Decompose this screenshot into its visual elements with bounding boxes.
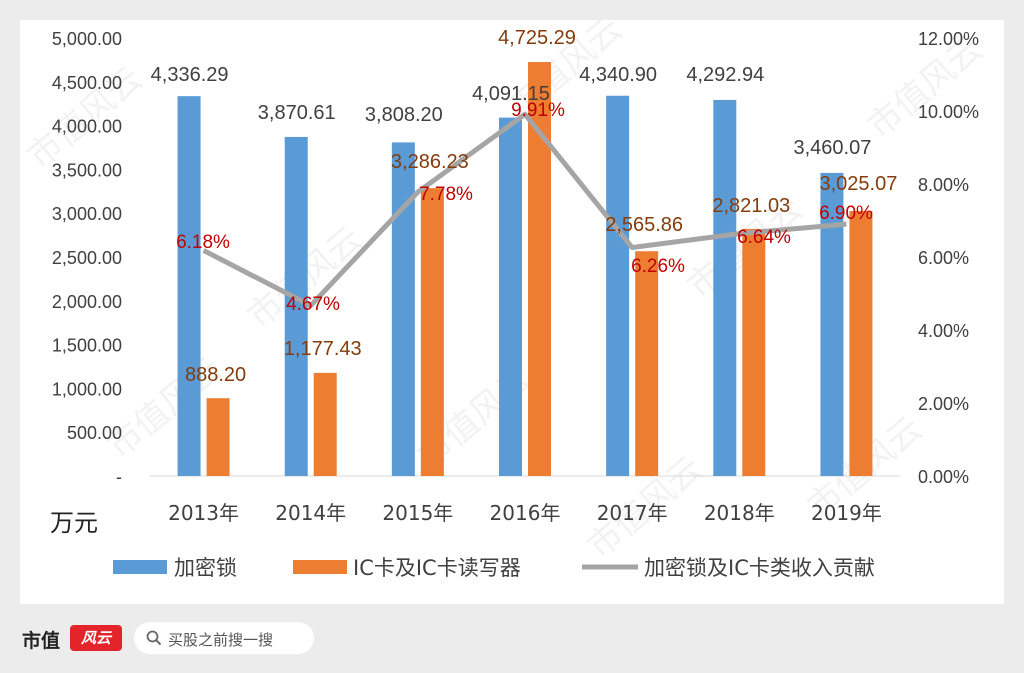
y-left-tick-label: 3,500.00 bbox=[52, 160, 122, 180]
legend-label-series-1: 加密锁 bbox=[174, 556, 237, 580]
bar-series-2 bbox=[420, 188, 444, 476]
bar-series-1-label: 3,808.20 bbox=[365, 104, 443, 126]
bar-series-1 bbox=[499, 117, 522, 476]
bar-series-1-label: 3,870.61 bbox=[258, 102, 336, 124]
bar-series-1 bbox=[820, 172, 844, 476]
search-box[interactable]: 买股之前搜一搜 bbox=[134, 622, 314, 654]
x-tick-label: 2014年 bbox=[275, 501, 346, 525]
y-left-tick-label: 2,500.00 bbox=[52, 248, 122, 268]
legend-label-series-2: IC卡及IC卡读写器 bbox=[353, 556, 521, 580]
y-left-tick-label: 4,000.00 bbox=[52, 117, 122, 137]
y-right-tick-label: 6.00% bbox=[918, 248, 969, 268]
search-placeholder: 买股之前搜一搜 bbox=[168, 631, 274, 649]
x-tick-label: 2013年 bbox=[168, 501, 239, 525]
search-icon bbox=[146, 630, 162, 646]
x-tick-label: 2019年 bbox=[811, 501, 882, 525]
legend-swatch-series-1 bbox=[113, 560, 167, 574]
bar-series-1 bbox=[391, 142, 415, 476]
y-right-tick-label: 4.00% bbox=[918, 321, 969, 341]
y-left-tick-label: 500.00 bbox=[67, 423, 122, 443]
chart: 市值风云市值风云市值风云市值风云市值风云市值风云市值风云市值风云市值风云-500… bbox=[20, 20, 990, 580]
line-series-3-label: 6.26% bbox=[631, 256, 685, 277]
bar-series-2-label: 1,177.43 bbox=[284, 338, 362, 360]
legend-swatch-series-2 bbox=[293, 560, 347, 574]
bar-series-1-label: 3,460.07 bbox=[793, 137, 871, 159]
y-right-tick-label: 0.00% bbox=[918, 467, 969, 487]
x-tick-label: 2015年 bbox=[382, 501, 453, 525]
bar-series-2 bbox=[742, 228, 766, 476]
y-right-tick-label: 10.00% bbox=[918, 102, 979, 122]
y-left-tick-label: 1,500.00 bbox=[52, 336, 122, 356]
bar-series-1 bbox=[606, 95, 630, 477]
line-series-3-label: 6.90% bbox=[819, 203, 873, 224]
bar-series-2 bbox=[313, 372, 337, 476]
bar-series-2-label: 888.20 bbox=[185, 364, 246, 386]
bar-series-2-label: 2,821.03 bbox=[712, 195, 790, 217]
x-tick-label: 2016年 bbox=[490, 501, 561, 525]
bar-series-2-label: 3,286.23 bbox=[391, 151, 469, 173]
bar-series-1-label: 4,336.29 bbox=[151, 64, 229, 86]
bar-series-1 bbox=[713, 99, 737, 477]
bar-series-2 bbox=[206, 398, 230, 476]
y-left-tick-label: 4,500.00 bbox=[52, 73, 122, 93]
brand-badge: 风云 bbox=[70, 625, 122, 651]
line-series-3-label: 6.64% bbox=[737, 227, 791, 248]
y-right-tick-label: 12.00% bbox=[918, 29, 979, 49]
brand-name: 市值 bbox=[22, 630, 61, 652]
x-tick-label: 2018年 bbox=[704, 501, 775, 525]
y-left-tick-label: 3,000.00 bbox=[52, 204, 122, 224]
bar-series-1-label: 4,340.90 bbox=[579, 64, 657, 86]
bar-series-1-label: 4,292.94 bbox=[686, 64, 764, 86]
bar-series-2-label: 4,725.29 bbox=[498, 27, 576, 49]
footer-bar: 市值 风云 买股之前搜一搜 bbox=[0, 614, 1024, 673]
bar-series-2 bbox=[528, 62, 551, 476]
bar-series-1 bbox=[284, 136, 308, 476]
y-right-tick-label: 2.00% bbox=[918, 394, 969, 414]
y-left-tick-label: - bbox=[116, 467, 122, 487]
line-series-3-label: 9.91% bbox=[511, 100, 565, 121]
y-left-tick-label: 5,000.00 bbox=[52, 29, 122, 49]
bar-series-2 bbox=[849, 211, 873, 477]
bar-series-2-label: 2,565.86 bbox=[605, 214, 683, 236]
bar-series-1 bbox=[177, 96, 201, 477]
line-series-3-label: 7.78% bbox=[419, 184, 473, 205]
y-left-unit-label: 万元 bbox=[50, 509, 98, 537]
y-left-tick-label: 2,000.00 bbox=[52, 292, 122, 312]
y-right-tick-label: 8.00% bbox=[918, 175, 969, 195]
chart-card: 市值风云市值风云市值风云市值风云市值风云市值风云市值风云市值风云市值风云-500… bbox=[20, 20, 1004, 604]
legend-label-series-3: 加密锁及IC卡类收入贡献 bbox=[644, 556, 875, 580]
bar-series-2 bbox=[635, 251, 659, 476]
y-left-tick-label: 1,000.00 bbox=[52, 379, 122, 399]
line-series-3-label: 6.18% bbox=[176, 232, 230, 253]
line-series-3-label: 4.67% bbox=[286, 294, 340, 315]
x-tick-label: 2017年 bbox=[597, 501, 668, 525]
bar-series-1-label: 4,091.15 bbox=[472, 83, 550, 105]
bar-series-2-label: 3,025.07 bbox=[819, 173, 897, 195]
